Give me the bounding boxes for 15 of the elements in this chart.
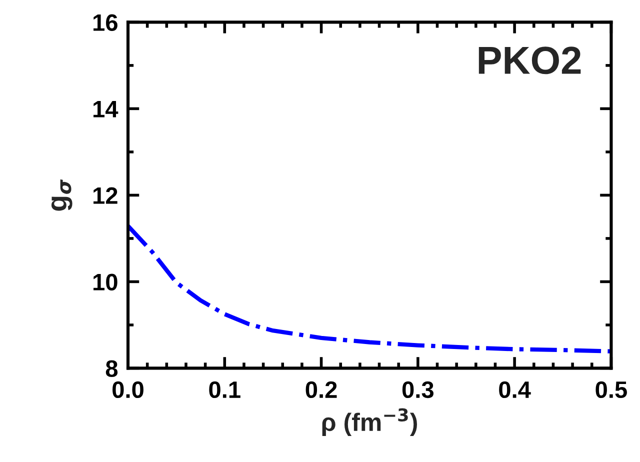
- x-axis-title: ρ (fm$^{−3}$): [322, 408, 417, 436]
- x-tick-label: 0.4: [499, 381, 531, 398]
- text: 0.0: [112, 381, 144, 398]
- x-tick-label: 0.3: [402, 381, 434, 398]
- y-tick-label: 10: [94, 274, 118, 290]
- y-tick-label: 16: [94, 14, 118, 31]
- y-tick-label: 14: [94, 100, 118, 118]
- y-tick-label: 12: [94, 187, 118, 204]
- line-series: [128, 224, 612, 354]
- y-tick-label: 8: [106, 360, 118, 377]
- y-axis-title: g$_{σ}$: [51, 179, 72, 211]
- x-tick-label: 0.2: [306, 381, 337, 398]
- x-tick-label: 0.1: [209, 381, 240, 398]
- annotation: PKO2: [478, 46, 581, 74]
- x-tick-label: 0.5: [596, 381, 627, 398]
